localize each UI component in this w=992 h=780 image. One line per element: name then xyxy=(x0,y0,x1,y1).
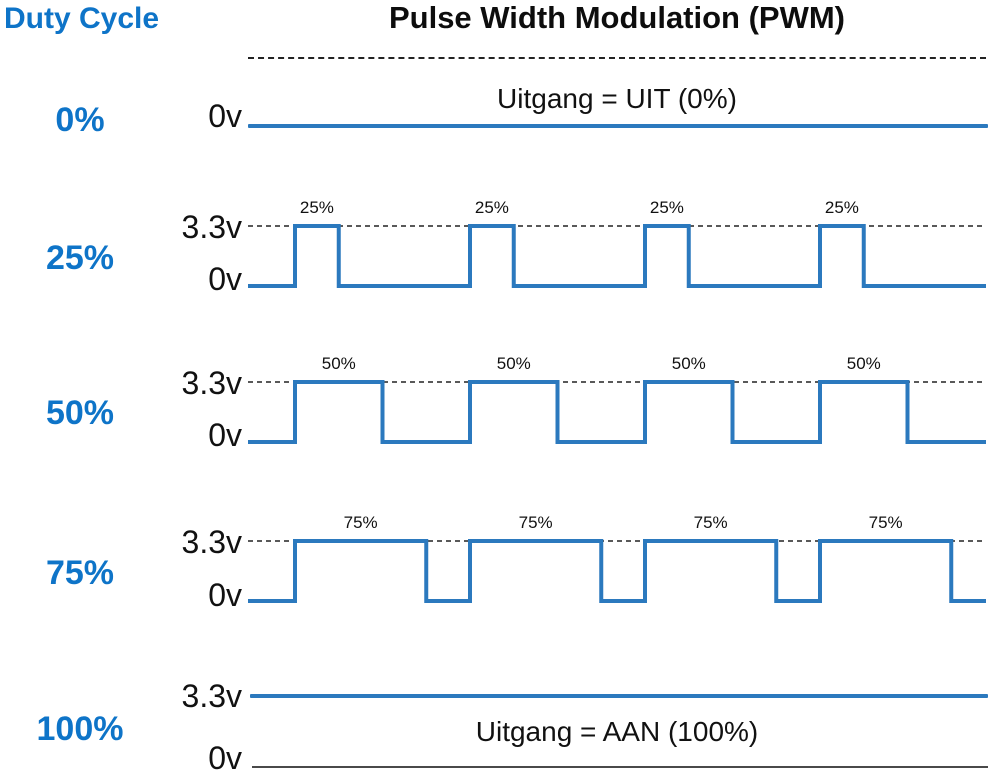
pulse-duty-label: 50% xyxy=(497,354,531,373)
row75-axis-label-0v: 0v xyxy=(208,577,242,613)
pwm-square-wave xyxy=(248,380,986,444)
row75-axis-label-3v3: 3.3v xyxy=(181,524,242,560)
row0-axis-label-0v: 0v xyxy=(208,98,242,134)
pulse-duty-label: 50% xyxy=(672,354,706,373)
duty-label-100: 100% xyxy=(36,710,124,748)
duty-label-0: 0% xyxy=(55,101,105,139)
page-title: Pulse Width Modulation (PWM) xyxy=(388,0,846,35)
row100-axis-label-0v: 0v xyxy=(208,740,242,776)
waveform-50-percent: 50% 50% 50% 50% xyxy=(248,354,986,444)
row50-axis-label-3v3: 3.3v xyxy=(181,365,242,401)
row100-0v-baseline xyxy=(252,766,988,768)
row50-axis-label-0v: 0v xyxy=(208,417,242,453)
row25-axis-label-3v3: 3.3v xyxy=(181,209,242,245)
waveform-75-percent: 75% 75% 75% 75% xyxy=(248,513,986,603)
row0-annotation: Uitgang = UIT (0%) xyxy=(497,83,737,114)
pulse-duty-label: 75% xyxy=(519,513,553,532)
duty-label-50: 50% xyxy=(45,394,115,432)
duty-cycle-heading: Duty Cycle xyxy=(4,2,160,35)
pulse-duty-label: 25% xyxy=(300,198,334,217)
row0-signal-line-0v xyxy=(248,124,988,128)
pulse-duty-label: 25% xyxy=(475,198,509,217)
pulse-duty-label: 25% xyxy=(650,198,684,217)
row100-signal-line-3v3 xyxy=(250,694,988,698)
pulse-duty-label: 50% xyxy=(322,354,356,373)
waveform-25-percent: 25% 25% 25% 25% xyxy=(248,198,986,288)
pulse-duty-label: 50% xyxy=(847,354,881,373)
row100-annotation: Uitgang = AAN (100%) xyxy=(475,716,759,747)
pulse-duty-label: 75% xyxy=(869,513,903,532)
pwm-square-wave xyxy=(248,539,986,603)
pwm-square-wave xyxy=(248,224,986,288)
row0-3v3-dashed-reference-line xyxy=(248,57,986,59)
row100-axis-label-3v3: 3.3v xyxy=(181,678,242,714)
duty-label-75: 75% xyxy=(45,554,115,592)
pulse-duty-label: 25% xyxy=(825,198,859,217)
row25-axis-label-0v: 0v xyxy=(208,261,242,297)
duty-label-25: 25% xyxy=(45,239,115,277)
pulse-duty-label: 75% xyxy=(694,513,728,532)
pulse-duty-label: 75% xyxy=(344,513,378,532)
